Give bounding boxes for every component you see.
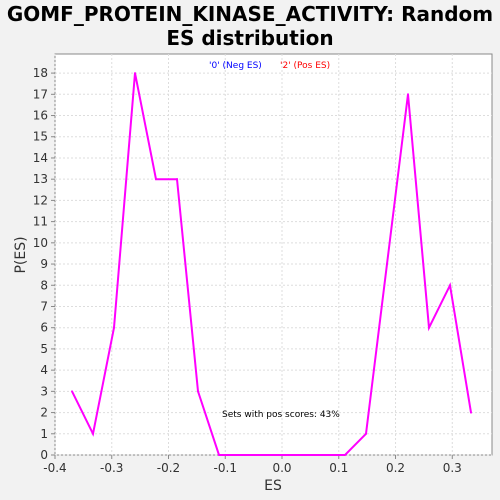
- data-point: [386, 263, 389, 266]
- y-tick-label: 2: [40, 406, 48, 420]
- grid-layer: [54, 54, 492, 456]
- x-tick-label: 0.1: [329, 461, 348, 475]
- x-tick-label: 0.3: [443, 461, 462, 475]
- y-tick-label: 0: [40, 448, 48, 462]
- y-tick-label: 15: [33, 130, 48, 144]
- data-point: [407, 93, 410, 96]
- data-point: [218, 454, 221, 456]
- legend-entry-pos-es: '2' (Pos ES): [280, 61, 330, 71]
- y-axis-label: P(ES): [13, 236, 29, 273]
- x-tick-label: 0.2: [386, 461, 405, 475]
- x-tick-label: -0.3: [100, 461, 123, 475]
- y-tick-label: 4: [40, 363, 48, 377]
- data-point: [113, 326, 116, 329]
- y-tick-label: 17: [33, 87, 48, 101]
- y-tick-label: 16: [33, 109, 48, 123]
- y-tick-label: 1: [40, 427, 48, 441]
- data-point: [281, 454, 284, 456]
- plot-area: [54, 53, 493, 456]
- data-point: [71, 390, 74, 393]
- annotation-pos-scores: Sets with pos scores: 43%: [222, 410, 340, 420]
- y-tick-label: 5: [40, 342, 48, 356]
- data-point: [92, 432, 95, 435]
- y-tick-label: 12: [33, 193, 48, 207]
- data-point: [470, 411, 473, 414]
- data-point: [428, 326, 431, 329]
- data-point: [176, 178, 179, 181]
- data-point: [449, 284, 452, 287]
- data-point: [323, 454, 326, 456]
- x-axis-label: ES: [264, 478, 282, 494]
- chart-title: GOMF_PROTEIN_KINASE_ACTIVITY: Random ES …: [0, 2, 500, 50]
- data-point: [239, 454, 242, 456]
- y-tick-label: 10: [33, 236, 48, 250]
- y-tick-label: 9: [40, 257, 48, 271]
- y-tick-label: 7: [40, 299, 48, 313]
- x-tick-label: -0.2: [157, 461, 180, 475]
- x-tick-label: -0.4: [43, 461, 66, 475]
- y-tick-label: 6: [40, 321, 48, 335]
- chart-title-line-2: ES distribution: [166, 26, 334, 50]
- data-point: [302, 454, 305, 456]
- data-point: [134, 72, 137, 75]
- series-layer: [71, 72, 473, 456]
- y-tick-label: 13: [33, 172, 48, 186]
- x-tick-label: -0.1: [214, 461, 237, 475]
- data-point: [155, 178, 158, 181]
- data-point: [365, 432, 368, 435]
- y-tick-label: 11: [33, 215, 48, 229]
- data-point: [344, 454, 347, 456]
- chart-title-line-1: GOMF_PROTEIN_KINASE_ACTIVITY: Random: [6, 2, 494, 26]
- y-tick-label: 3: [40, 384, 48, 398]
- y-tick-label: 8: [40, 278, 48, 292]
- x-tick-label: 0.0: [272, 461, 291, 475]
- data-point: [197, 390, 200, 393]
- legend-entry-neg-es: '0' (Neg ES): [209, 61, 262, 71]
- series-line: [71, 72, 472, 456]
- y-tick-label: 14: [33, 151, 48, 165]
- y-tick-label: 18: [33, 66, 48, 80]
- data-point: [260, 454, 263, 456]
- legend: '0' (Neg ES) '2' (Pos ES): [209, 61, 330, 71]
